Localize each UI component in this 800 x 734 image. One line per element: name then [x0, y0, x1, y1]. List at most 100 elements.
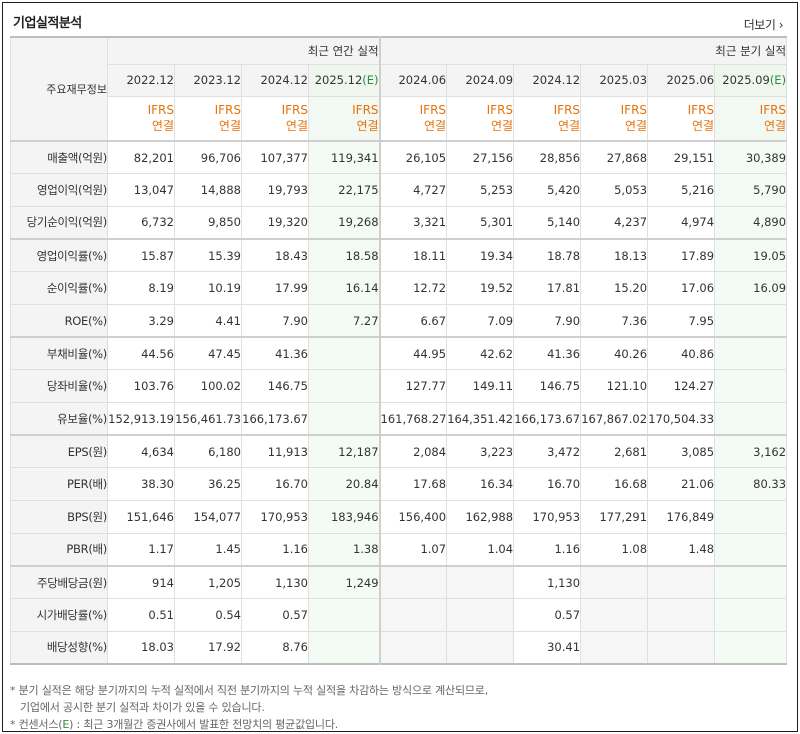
table-cell: 1.38: [307, 532, 381, 567]
table-cell: 1,130: [241, 564, 309, 600]
table-cell: 11,913: [241, 434, 309, 469]
table-cell: 17.81: [513, 271, 582, 305]
table-cell: 14,888: [174, 173, 242, 207]
footnote-2-prefix: * 컨센서스(: [10, 718, 63, 731]
table-cell: 17.06: [647, 271, 716, 305]
table-cell: 154,077: [174, 500, 242, 534]
period-label: 2024.09: [465, 73, 514, 87]
table-cell: 18.58: [307, 238, 381, 273]
table-cell: [714, 402, 788, 436]
standard-line1: IFRS: [553, 103, 581, 118]
more-link-label: 더보기: [743, 18, 776, 32]
table-cell: 1.07: [378, 532, 448, 567]
row-label: PBR(배): [10, 532, 108, 567]
table-row: 유보율(%) 152,913.19 156,461.73 166,173.67 161,…: [10, 402, 788, 436]
period-label: 2025.03: [599, 73, 648, 87]
row-label: EPS(원): [10, 434, 108, 469]
row-label: 부채비율(%): [10, 336, 108, 371]
table-cell: 16.70: [241, 467, 309, 502]
row-label: ROE(%): [10, 303, 108, 338]
footnote-1: * 분기 실적은 해당 분기까지의 누적 실적에서 직전 분기까지의 누적 실적…: [10, 684, 489, 697]
table-cell: 16.70: [513, 467, 582, 502]
accounting-standard: IFRS 연결: [446, 95, 515, 142]
table-cell: 127.77: [378, 369, 448, 403]
table-cell: 18.13: [580, 238, 649, 273]
table-cell: 15.20: [580, 271, 649, 305]
table-cell: 103.76: [107, 369, 175, 403]
row-label: 영업이익(억원): [10, 173, 108, 207]
standard-line2: 연결: [490, 119, 514, 134]
table-cell: [714, 500, 788, 534]
table-cell: 12,187: [307, 434, 381, 469]
table-cell: 0.57: [241, 598, 309, 632]
row-label: 유보율(%): [10, 402, 108, 436]
table-cell: 1.48: [647, 532, 716, 567]
table-cell: 21.06: [647, 467, 716, 502]
row-label: 주당배당금(원): [10, 564, 108, 600]
standard-line2: 연결: [624, 119, 648, 134]
table-row: 부채비율(%) 44.56 47.45 41.36 44.95 42.62 41.36 40.…: [10, 336, 788, 371]
table-cell: [714, 630, 788, 665]
table-cell: 4.41: [174, 303, 242, 338]
table-cell: 5,301: [446, 205, 515, 240]
table-cell: 4,727: [378, 173, 448, 207]
table-cell: 0.54: [174, 598, 242, 632]
table-cell: 19,268: [307, 205, 381, 240]
table-cell: 166,173.67: [241, 402, 309, 436]
table-cell: 5,253: [446, 173, 515, 207]
table-row: 주당배당금(원) 914 1,205 1,130 1,249 1,130: [10, 564, 788, 600]
period-header: 2024.06: [378, 63, 448, 97]
table-cell: 121.10: [580, 369, 649, 403]
table-cell: [647, 630, 716, 665]
table-cell: 3,321: [378, 205, 448, 240]
table-cell: 1.16: [513, 532, 582, 567]
table-cell: [580, 630, 649, 665]
table-cell: 18.78: [513, 238, 582, 273]
more-link[interactable]: 더보기 ›: [743, 16, 784, 33]
table-cell: [714, 303, 788, 338]
period-label: 2025.12: [314, 73, 363, 87]
table-cell: 41.36: [513, 336, 582, 371]
table-cell: 5,053: [580, 173, 649, 207]
row-label: PER(배): [10, 467, 108, 502]
table-cell: 5,790: [714, 173, 788, 207]
row-label: 순이익률(%): [10, 271, 108, 305]
period-label: 2024.12: [260, 73, 308, 87]
table-cell: 38.30: [107, 467, 175, 502]
accounting-standard: IFRS 연결: [580, 95, 649, 142]
table-cell: 16.09: [714, 271, 788, 305]
table-cell: 3,223: [446, 434, 515, 469]
table-cell: 96,706: [174, 140, 242, 175]
table-cell: 1.08: [580, 532, 649, 567]
panel-title: 기업실적분석: [13, 16, 82, 31]
footnote-2: * 컨센서스(E) : 최근 3개월간 증권사에서 발표한 전망치의 평균값입니…: [10, 716, 488, 733]
standard-line1: IFRS: [759, 103, 787, 118]
row-label: 시가배당률(%): [10, 598, 108, 632]
table-cell: 100.02: [174, 369, 242, 403]
footnote-2-suffix: ) : 최근 3개월간 증권사에서 발표한 전망치의 평균값입니다.: [69, 718, 339, 731]
table-cell: [714, 598, 788, 632]
table-cell: 41.36: [241, 336, 309, 371]
row-label: 당기순이익(억원): [10, 205, 108, 240]
table-row: PER(배) 38.30 36.25 16.70 20.84 17.68 16.34 16.7…: [10, 467, 788, 502]
table-cell: 18.43: [241, 238, 309, 273]
table-row: ROE(%) 3.29 4.41 7.90 7.27 6.67 7.09 7.90 7.36 7.…: [10, 303, 788, 338]
table-cell: 15.87: [107, 238, 175, 273]
standard-line1: IFRS: [687, 103, 715, 118]
table-row: 영업이익(억원) 13,047 14,888 19,793 22,175 4,727 5,2…: [10, 173, 788, 207]
table-cell: 17.68: [378, 467, 448, 502]
period-header: 2023.12: [174, 63, 242, 97]
table-cell: 20.84: [307, 467, 381, 502]
accounting-standard: IFRS 연결: [378, 95, 448, 142]
table-cell: 19,793: [241, 173, 309, 207]
table-cell: 1.16: [241, 532, 309, 567]
table-row: EPS(원) 4,634 6,180 11,913 12,187 2,084 3,223 3,…: [10, 434, 788, 469]
standard-line2: 연결: [285, 119, 308, 134]
table-cell: 3,472: [513, 434, 582, 469]
table-cell: [714, 336, 788, 371]
row-label: 배당성향(%): [10, 630, 108, 665]
table-cell: 28,856: [513, 140, 582, 175]
table-cell: [446, 564, 515, 600]
table-cell: 16.68: [580, 467, 649, 502]
table-cell: 4,634: [107, 434, 175, 469]
